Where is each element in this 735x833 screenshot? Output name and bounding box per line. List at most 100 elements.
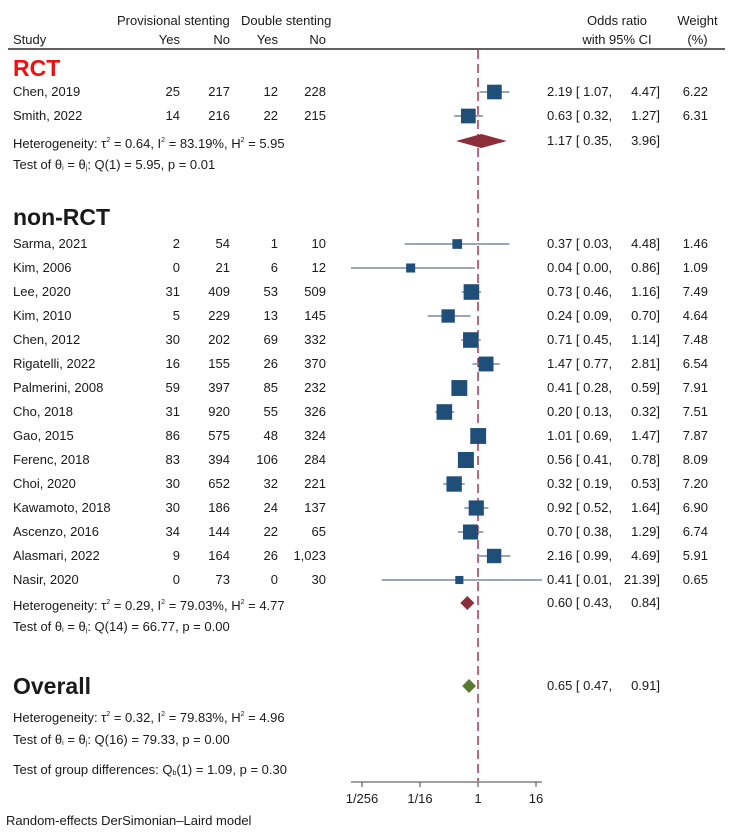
study-ps-no: 144 [208, 524, 230, 539]
study-name: Choi, 2020 [13, 476, 76, 491]
study-ps-yes: 31 [165, 284, 180, 299]
study-name: Ascenzo, 2016 [13, 524, 100, 539]
study-ps-no: 217 [208, 84, 230, 99]
study-weight: 7.91 [682, 380, 708, 395]
study-weight: 1.09 [682, 260, 708, 275]
study-ds-yes: 26 [263, 356, 278, 371]
study-ps-no: 164 [208, 548, 230, 563]
study-name: Gao, 2015 [13, 428, 74, 443]
study-ci-or: 0.41 [ 0.28, [547, 380, 613, 395]
study-ci-hi: 0.86] [631, 260, 660, 275]
study-name: Rigatelli, 2022 [13, 356, 96, 371]
study-ds-yes: 12 [263, 84, 278, 99]
study-ci-or: 0.41 [ 0.01, [547, 572, 613, 587]
study-ps-no: 73 [215, 572, 230, 587]
study-ci-or: 0.73 [ 0.46, [547, 284, 613, 299]
study-ps-yes: 5 [172, 308, 180, 323]
study-ps-no: 394 [208, 452, 230, 467]
x-tick-label: 1 [474, 791, 481, 806]
header-weight-line1: Weight [677, 13, 718, 28]
study-ds-yes: 69 [263, 332, 278, 347]
study-ds-no: 332 [304, 332, 326, 347]
study-marker [460, 108, 476, 124]
study-weight: 7.48 [682, 332, 708, 347]
study-ci-hi: 1.14] [631, 332, 660, 347]
study-marker [478, 356, 494, 372]
footnote: Random-effects DerSimonian–Laird model [6, 813, 252, 828]
study-marker [468, 500, 484, 516]
study-ds-yes: 85 [263, 380, 278, 395]
study-ds-yes: 32 [263, 476, 278, 491]
group-diamond [460, 596, 475, 610]
study-ps-no: 397 [208, 380, 230, 395]
study-ds-yes: 48 [263, 428, 278, 443]
group-ci-or: 0.60 [ 0.43, [547, 595, 613, 610]
header-weight-line2: (%) [687, 32, 708, 47]
group-title-non-rct: non-RCT [13, 204, 111, 230]
x-tick-label: 1/16 [407, 791, 432, 806]
study-ps-yes: 86 [165, 428, 180, 443]
study-ds-yes: 24 [263, 500, 278, 515]
study-ps-yes: 83 [165, 452, 180, 467]
study-marker [406, 263, 416, 273]
study-ds-yes: 26 [263, 548, 278, 563]
study-ps-yes: 31 [165, 404, 180, 419]
study-ci-or: 0.56 [ 0.41, [547, 452, 613, 467]
study-ci-hi: 4.47] [631, 84, 660, 99]
study-ci-hi: 0.32] [631, 404, 660, 419]
study-weight: 1.46 [682, 236, 708, 251]
study-ps-no: 155 [208, 356, 230, 371]
study-name: Sarma, 2021 [13, 236, 88, 251]
header-ps-yes: Yes [158, 32, 180, 47]
study-marker [451, 380, 468, 396]
study-marker [487, 84, 502, 100]
study-ps-no: 575 [208, 428, 230, 443]
study-ps-no: 202 [208, 332, 230, 347]
header-or-line2: with 95% CI [582, 32, 652, 47]
study-ds-no: 228 [304, 84, 326, 99]
study-ps-no: 920 [208, 404, 230, 419]
study-ds-no: 232 [304, 380, 326, 395]
study-ci-or: 0.92 [ 0.52, [547, 500, 613, 515]
study-marker [455, 575, 464, 585]
study-ds-yes: 6 [270, 260, 278, 275]
overall-diamond [462, 679, 477, 693]
study-ps-yes: 9 [172, 548, 180, 563]
study-ds-yes: 53 [263, 284, 278, 299]
study-ci-or: 0.04 [ 0.00, [547, 260, 613, 275]
study-marker [446, 476, 462, 492]
study-weight: 6.74 [682, 524, 708, 539]
group-diamond [456, 134, 507, 148]
test-overall: Test of θi = θj: Q(16) = 79.33, p = 0.00 [13, 732, 230, 747]
group-ci-hi: 3.96] [631, 133, 660, 148]
study-ds-yes: 55 [263, 404, 278, 419]
study-weight: 6.54 [682, 356, 708, 371]
study-ci-hi: 2.81] [631, 356, 660, 371]
study-ps-yes: 30 [165, 500, 180, 515]
study-ci-or: 0.70 [ 0.38, [547, 524, 613, 539]
study-marker [436, 404, 453, 420]
study-name: Chen, 2019 [13, 84, 81, 99]
study-ci-hi: 4.48] [631, 236, 660, 251]
study-ci-or: 1.01 [ 0.69, [547, 428, 613, 443]
study-weight: 7.87 [682, 428, 708, 443]
header-ps-no: No [213, 32, 230, 47]
study-name: Kawamoto, 2018 [13, 500, 111, 515]
study-ds-no: 145 [304, 308, 326, 323]
study-name: Lee, 2020 [13, 284, 71, 299]
x-tick-label: 16 [529, 791, 543, 806]
study-ps-no: 652 [208, 476, 230, 491]
study-name: Alasmari, 2022 [13, 548, 100, 563]
study-marker [441, 309, 455, 323]
header-study: Study [13, 32, 47, 47]
study-weight: 0.65 [682, 572, 708, 587]
study-ps-no: 216 [208, 108, 230, 123]
study-marker [463, 524, 479, 540]
study-ci-hi: 0.78] [631, 452, 660, 467]
study-weight: 6.31 [682, 108, 708, 123]
study-ci-hi: 1.47] [631, 428, 660, 443]
study-ci-or: 0.20 [ 0.13, [547, 404, 613, 419]
study-weight: 6.90 [682, 500, 708, 515]
study-ps-yes: 25 [165, 84, 180, 99]
study-ds-no: 370 [304, 356, 326, 371]
